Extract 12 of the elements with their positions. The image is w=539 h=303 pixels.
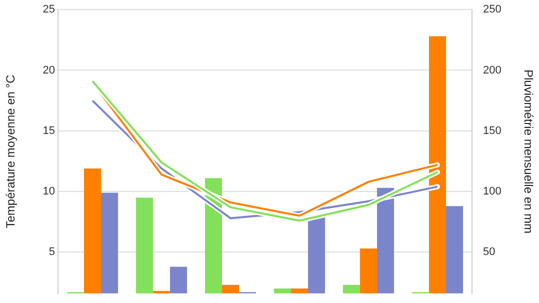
y-tick-label: 10	[42, 186, 55, 198]
y2-axis-title: Pluviométrie mensuelle en mm	[521, 69, 536, 234]
y2-tick-label: 150	[483, 124, 502, 137]
y2-tick-label: 100	[483, 186, 502, 198]
y-tick-label: 20	[42, 64, 55, 76]
y-tick-label: 5	[48, 246, 55, 258]
y-tick-label: 25	[42, 4, 55, 16]
y-axis-title: Température moyenne en °C	[4, 74, 18, 228]
y2-tick-label: 200	[483, 64, 502, 76]
y2-tick-label: 50	[483, 246, 496, 258]
y2-tick-label: 250	[483, 4, 502, 16]
y-tick-label: 15	[42, 124, 55, 137]
